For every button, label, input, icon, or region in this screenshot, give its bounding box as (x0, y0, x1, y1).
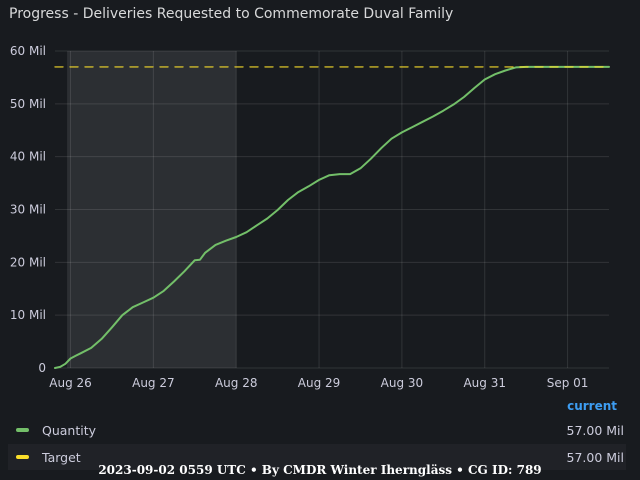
chart-series (54, 65, 610, 369)
quantity-series-line (54, 65, 610, 369)
x-tick-label: Sep 01 (547, 376, 589, 390)
legend-column-header[interactable]: current (567, 399, 617, 413)
target-swatch-icon (16, 455, 29, 459)
y-tick-label: 30 Mil (10, 203, 46, 217)
line-chart[interactable]: 0 10 Mil 20 Mil 30 Mil 40 Mil 50 Mil 60 Mil Au… (0, 0, 640, 400)
x-tick-label: Aug 31 (463, 376, 506, 390)
y-tick-label: 50 Mil (10, 97, 46, 111)
legend-item-quantity[interactable]: Quantity 57.00 Mil (8, 417, 626, 443)
x-tick-label: Aug 29 (298, 376, 341, 390)
legend-item-value: 57.00 Mil (566, 422, 625, 438)
legend-item-value: 57.00 Mil (566, 449, 625, 465)
legend-item-label: Quantity (42, 422, 97, 438)
x-tick-label: Aug 28 (215, 376, 258, 390)
x-tick-label: Aug 26 (49, 376, 92, 390)
y-tick-label: 10 Mil (10, 308, 46, 322)
x-tick-label: Aug 27 (132, 376, 175, 390)
x-tick-label: Aug 30 (381, 376, 424, 390)
chart-grid (55, 50, 609, 369)
y-tick-label: 0 (38, 361, 46, 375)
y-tick-label: 60 Mil (10, 44, 46, 58)
legend-item-label: Target (42, 449, 81, 465)
footer-credit: 2023-09-02 0559 UTC • By CMDR Winter Ihe… (98, 463, 542, 477)
legend-item-target[interactable]: Target 57.00 Mil (8, 444, 626, 470)
time-range-highlight (67, 51, 237, 368)
y-tick-label: 40 Mil (10, 150, 46, 164)
y-axis: 0 10 Mil 20 Mil 30 Mil 40 Mil 50 Mil 60 Mil (10, 44, 46, 375)
y-tick-label: 20 Mil (10, 255, 46, 269)
quantity-swatch-icon (16, 428, 29, 432)
panel-title: Progress - Deliveries Requested to Comme… (9, 6, 454, 22)
x-axis: Aug 26 Aug 27 Aug 28 Aug 29 Aug 30 Aug 31 Sep … (49, 376, 588, 390)
